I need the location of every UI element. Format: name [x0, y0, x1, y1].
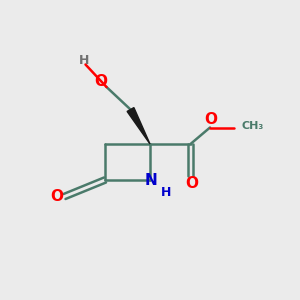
Text: CH₃: CH₃: [242, 121, 264, 131]
Text: N: N: [145, 173, 157, 188]
Text: O: O: [185, 176, 199, 190]
Text: O: O: [204, 112, 218, 127]
Text: H: H: [79, 53, 89, 67]
Text: O: O: [94, 74, 108, 89]
Polygon shape: [127, 108, 150, 144]
Text: O: O: [50, 189, 64, 204]
Text: H: H: [161, 186, 172, 200]
